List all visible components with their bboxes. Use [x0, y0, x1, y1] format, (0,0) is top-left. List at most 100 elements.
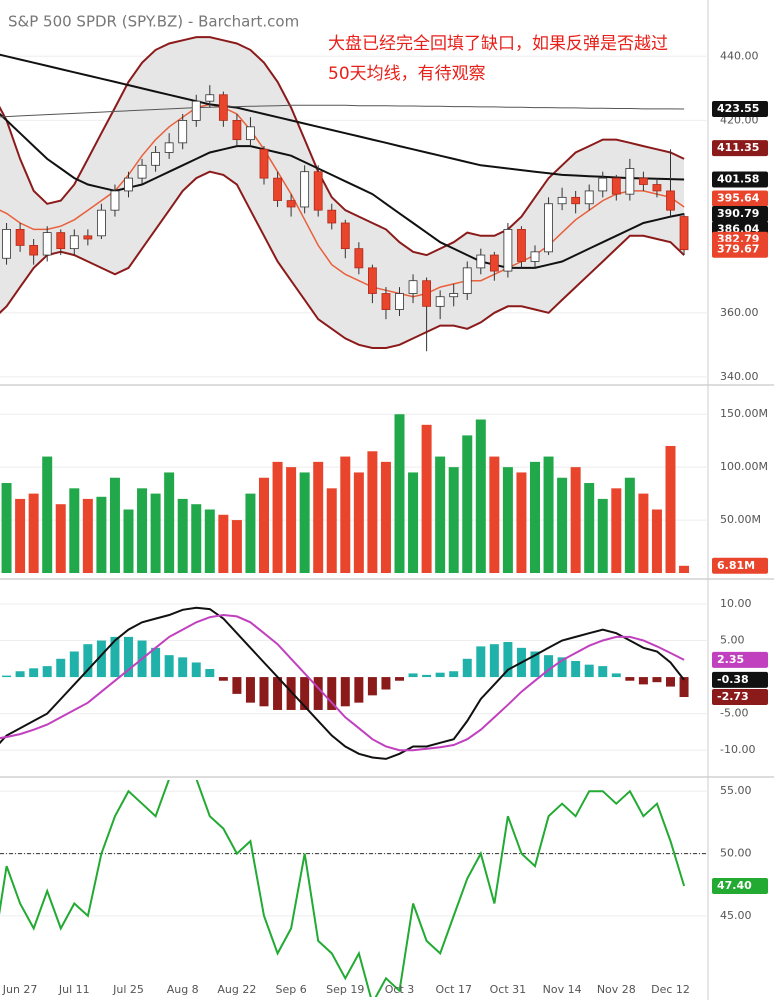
- volume-bar: [638, 493, 649, 573]
- candle-body: [178, 120, 188, 144]
- candle-body: [395, 293, 404, 310]
- candle-body: [435, 296, 445, 307]
- volume-bar: [340, 456, 351, 573]
- x-tick-label: Jun 27: [2, 983, 38, 996]
- histogram-bar: [29, 668, 39, 678]
- histogram-bar: [462, 658, 472, 678]
- histogram-bar: [300, 677, 310, 710]
- x-tick-label: Oct 31: [490, 983, 527, 996]
- histogram-bar: [638, 677, 648, 685]
- x-tick-label: Oct 17: [435, 983, 472, 996]
- histogram-bar: [584, 664, 594, 678]
- value-badge: [712, 190, 768, 207]
- chart-title: S&P 500 SPDR (SPY.BZ) - Barchart.com: [8, 13, 299, 31]
- value-badge: [712, 206, 768, 223]
- y-tick-label: 100.00M: [720, 460, 768, 473]
- volume-bar: [475, 419, 486, 573]
- value-badge: [712, 671, 768, 688]
- y-tick-label: 5.00: [720, 634, 745, 647]
- candle-body: [15, 229, 25, 246]
- histogram-bar: [530, 651, 540, 678]
- volume-bar: [177, 498, 188, 573]
- histogram-bar: [2, 675, 12, 678]
- histogram-bar: [476, 646, 486, 678]
- candle-body: [259, 148, 269, 179]
- candle-body: [530, 251, 540, 262]
- candle-body: [2, 229, 11, 259]
- value-badge: [712, 101, 768, 118]
- volume-bar: [123, 509, 134, 573]
- series-line: [0, 606, 685, 760]
- volume-bar: [1, 483, 12, 573]
- volume-bar: [42, 456, 53, 573]
- candle-body: [625, 168, 635, 195]
- volume-bar: [502, 467, 513, 573]
- candle-body: [191, 100, 201, 121]
- candle-body: [408, 280, 418, 294]
- candle-body: [124, 177, 133, 192]
- histogram-bar: [367, 677, 377, 696]
- plot-area: [0, 606, 689, 760]
- value-badge: [712, 689, 768, 706]
- volume-bar: [164, 472, 175, 573]
- candle-body: [449, 293, 459, 298]
- candle-body: [571, 196, 581, 205]
- band-fill: [0, 37, 685, 349]
- candle-body: [340, 222, 350, 250]
- candle-body: [313, 171, 323, 211]
- badge-label: 47.40: [717, 879, 752, 892]
- series-line: [0, 103, 685, 298]
- candle-body: [273, 177, 282, 201]
- volume-bar: [557, 477, 568, 573]
- volume-bar: [150, 493, 161, 573]
- candle-body: [367, 267, 377, 294]
- badge-label: 390.79: [717, 207, 759, 220]
- volume-bar: [69, 488, 80, 573]
- badge-label: -0.38: [717, 673, 749, 686]
- histogram-bar: [83, 644, 93, 678]
- histogram-bar: [449, 671, 459, 678]
- volume-bar: [611, 488, 622, 573]
- histogram-bar: [666, 677, 675, 687]
- value-badge: [712, 241, 768, 258]
- annotation: 50天均线，有待观察: [328, 64, 486, 84]
- histogram-bar: [679, 677, 689, 698]
- value-badge: [712, 557, 768, 574]
- x-tick-label: Oct 3: [385, 983, 415, 996]
- badge-label: 379.67: [717, 243, 759, 256]
- candle-body: [164, 142, 174, 153]
- x-tick-label: Jul 11: [58, 983, 90, 996]
- badge-label: 411.35: [717, 141, 759, 154]
- histogram-bar: [598, 666, 608, 678]
- y-tick-label: 55.00: [720, 784, 752, 797]
- badge-label: 401.58: [717, 172, 759, 185]
- x-tick-label: Aug 8: [167, 983, 199, 996]
- volume-bar: [326, 488, 337, 573]
- candle-body: [381, 293, 391, 310]
- volume-bar: [530, 461, 540, 573]
- candle-body: [544, 203, 553, 253]
- histogram-bar: [42, 666, 52, 678]
- volume-bar: [408, 472, 419, 573]
- volume-bar: [679, 565, 690, 573]
- candle-body: [218, 94, 228, 121]
- badge-label: -2.73: [717, 690, 749, 703]
- value-badge: [712, 878, 768, 895]
- histogram-bar: [245, 677, 255, 703]
- series-line: [0, 112, 685, 269]
- volume-bar: [259, 477, 269, 573]
- candle-body: [666, 190, 675, 211]
- volume-bar: [55, 504, 66, 573]
- y-tick-label: 360.00: [720, 306, 759, 319]
- histogram-bar: [15, 671, 25, 678]
- histogram-bar: [557, 657, 567, 678]
- volume-bar: [204, 509, 215, 573]
- histogram-bar: [124, 636, 133, 678]
- candle-body: [246, 126, 255, 141]
- volume-bar: [191, 504, 202, 573]
- volume-bar: [137, 488, 148, 573]
- volume-bar: [489, 456, 500, 573]
- histogram-bar: [178, 657, 188, 678]
- volume-bar: [624, 477, 635, 573]
